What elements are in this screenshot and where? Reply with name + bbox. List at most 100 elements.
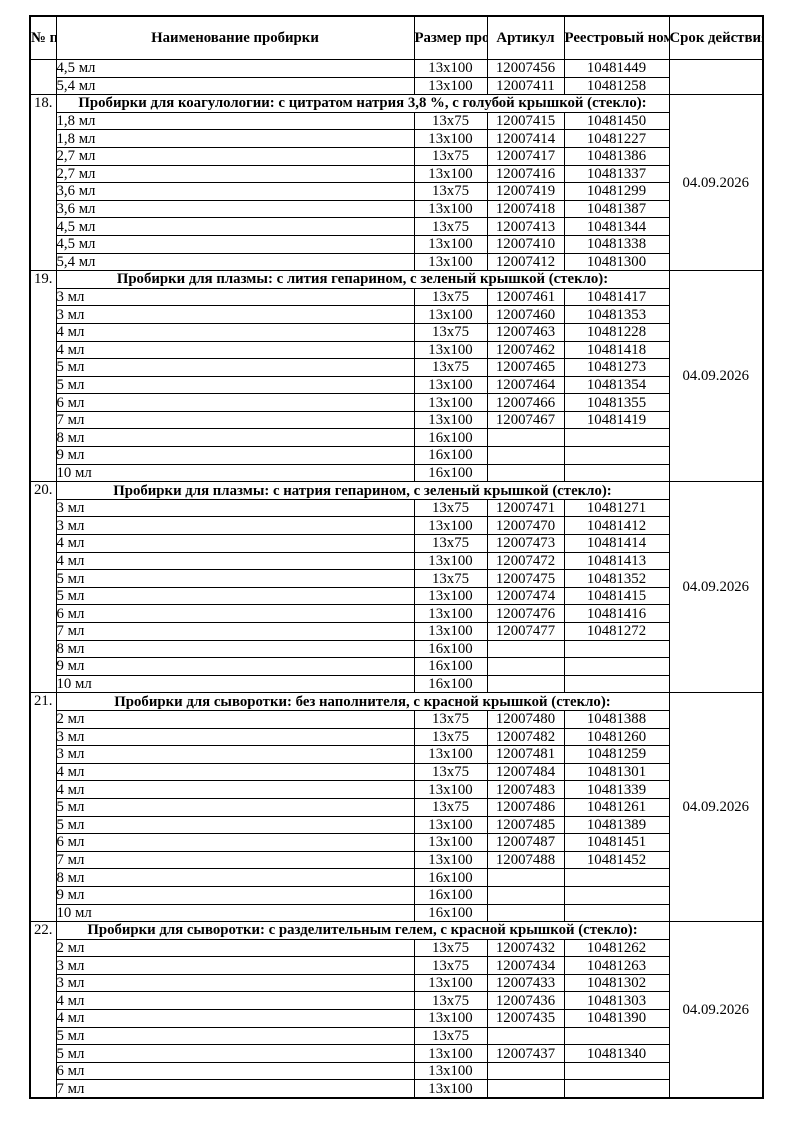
tube-name-cell: 10 мл [55,463,415,483]
table-row: 10 мл 16x100 [30,463,763,483]
registry-cell: 10481388 [563,709,670,729]
article-cell: 12007434 [486,956,565,975]
tube-name-cell: 5,4 мл [55,76,415,96]
article-cell [486,428,565,448]
tube-name-cell: 3 мл [55,516,415,536]
tube-name-cell: 10 мл [55,903,415,923]
article-cell: 12007412 [486,252,565,272]
tube-size-cell: 13x100 [413,305,488,324]
tube-name-cell: 10 мл [55,674,415,694]
tube-name-cell: 3,6 мл [55,182,415,201]
registry-cell: 10481299 [563,182,670,201]
registry-cell [563,868,670,887]
term-cell: 04.09.2026 [668,94,764,272]
article-cell: 12007470 [486,516,565,536]
tube-name-cell: 9 мл [55,657,415,676]
tube-name-cell: 8 мл [55,868,415,887]
tube-name-cell: 5 мл [55,1044,415,1063]
tube-size-cell: 16x100 [413,639,488,659]
article-cell: 12007433 [486,973,565,993]
table-row: 2,7 мл 13x100 12007416 10481337 [30,164,763,184]
tube-name-cell: 5 мл [55,1026,415,1046]
table-row: 4 мл 13x100 12007483 10481339 [30,780,763,799]
section-number-cell: 21. [29,692,57,923]
article-cell: 12007419 [486,182,565,201]
term-cell [668,58,764,96]
registry-cell: 10481300 [563,252,670,272]
table-row: 5 мл 13x100 12007485 10481389 [30,815,763,835]
tube-size-cell: 13x100 [413,129,488,148]
col-header-term: Срок действия [668,15,764,60]
tube-name-cell: 4 мл [55,551,415,571]
article-cell: 12007486 [486,797,565,817]
registry-cell: 10481302 [563,973,670,993]
tube-name-cell: 8 мл [55,639,415,659]
tube-name-cell: 5 мл [55,586,415,606]
tube-size-cell: 13x75 [413,991,488,1011]
tube-size-cell: 16x100 [413,903,488,923]
article-cell: 12007463 [486,322,565,342]
article-cell: 12007480 [486,709,565,729]
header-row: № п/п Наименование пробирки Размер проби… [29,15,764,60]
tube-size-cell: 13x75 [413,762,488,782]
registry-cell: 10481390 [563,1009,670,1028]
article-cell: 12007467 [486,410,565,430]
article-cell [486,1061,565,1081]
table-row: 10 мл 16x100 [30,903,763,923]
tube-name-cell: 4 мл [55,340,415,360]
table-row: 3 мл 13x75 12007482 10481260 [30,727,763,747]
registry-cell [563,903,670,923]
registry-cell [563,1079,670,1099]
registry-cell: 10481303 [563,991,670,1011]
table-row: 4,5 мл 13x75 12007413 10481344 [30,217,763,236]
tube-size-cell: 13x75 [413,498,488,518]
article-cell: 12007456 [486,59,565,78]
article-cell: 12007437 [486,1044,565,1063]
table-row: 7 мл 13x100 12007488 10481452 [30,850,763,870]
tube-name-cell: 2 мл [55,709,415,729]
table-row: 7 мл 13x100 12007477 10481272 [30,622,763,641]
table-row: 3,6 мл 13x100 12007418 10481387 [30,199,763,219]
article-cell: 12007417 [486,146,565,166]
tube-name-cell: 8 мл [55,428,415,448]
tube-size-cell: 13x100 [413,1079,488,1099]
registry-cell: 10481338 [563,234,670,254]
tube-name-cell: 3 мл [55,727,415,747]
table-row: 5 мл 13x75 12007465 10481273 [30,358,763,377]
table-row: 5 мл 13x75 12007475 10481352 [30,569,763,588]
article-cell: 12007482 [486,727,565,747]
table-row: 4 мл 13x75 12007436 10481303 [30,991,763,1011]
table-row: 4 мл 13x100 12007472 10481413 [30,551,763,571]
table-row: 4 мл 13x75 12007484 10481301 [30,762,763,782]
table-row: 4 мл 13x100 12007435 10481390 [30,1009,763,1028]
table-row: 5 мл 13x75 [30,1026,763,1046]
registry-cell: 10481263 [563,956,670,975]
registry-cell: 10481451 [563,833,670,852]
tube-size-cell: 13x75 [413,322,488,342]
article-cell: 12007481 [486,745,565,764]
tube-size-cell: 13x100 [413,973,488,993]
article-cell: 12007435 [486,1009,565,1028]
tube-name-cell: 6 мл [55,833,415,852]
registry-cell: 10481414 [563,534,670,553]
tube-size-cell: 13x100 [413,76,488,96]
tube-name-cell: 7 мл [55,1079,415,1099]
article-cell [486,463,565,483]
table-row: 7 мл 13x100 [30,1079,763,1099]
registry-cell [563,885,670,905]
table-row: 5 мл 13x100 12007437 10481340 [30,1044,763,1063]
tube-name-cell: 4 мл [55,322,415,342]
tube-name-cell: 2,7 мл [55,164,415,184]
section-number-cell: 20. [29,481,57,694]
article-cell: 12007484 [486,762,565,782]
table-row: 3 мл 13x100 12007481 10481259 [30,745,763,764]
table-row: 3 мл 13x75 12007471 10481271 [30,498,763,518]
tube-name-cell: 3 мл [55,973,415,993]
registry-cell: 10481259 [563,745,670,764]
section-number-cell: 18. [29,94,57,272]
tube-name-cell: 6 мл [55,1061,415,1081]
tube-name-cell: 5 мл [55,569,415,588]
registry-cell: 10481353 [563,305,670,324]
table-row: 9 мл 16x100 [30,446,763,465]
